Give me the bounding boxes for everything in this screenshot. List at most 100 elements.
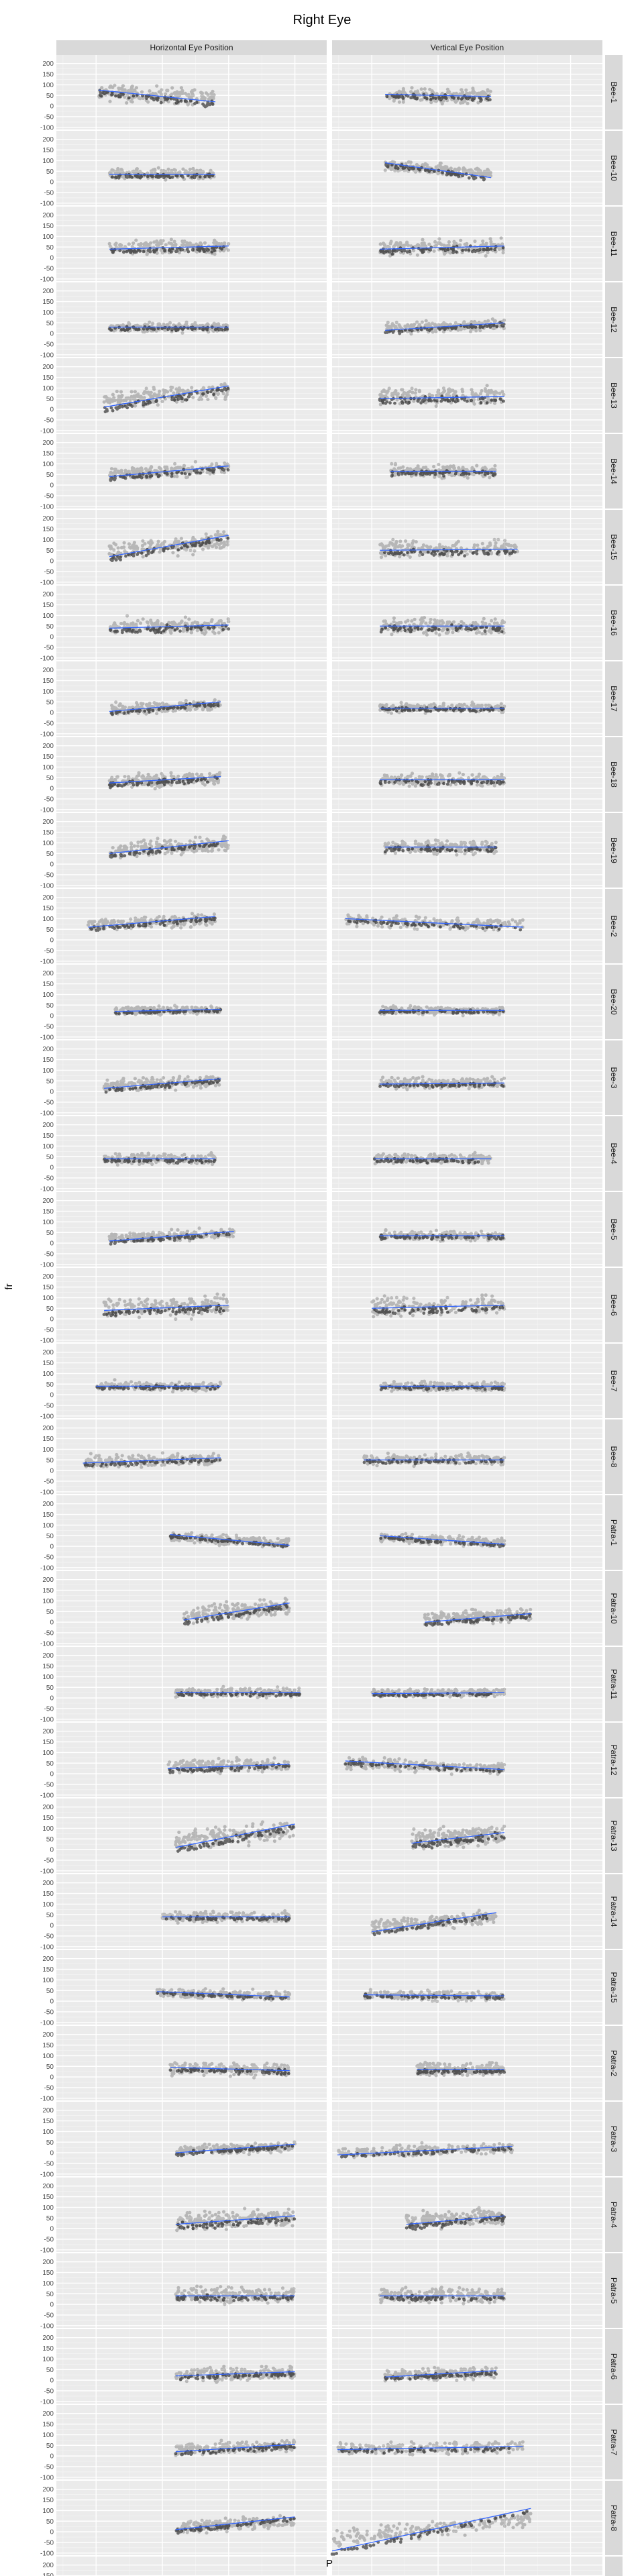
data-point — [121, 323, 125, 327]
data-point — [479, 99, 482, 103]
y-tick-label: 200 — [42, 60, 54, 68]
data-point — [216, 529, 220, 534]
data-point — [130, 100, 134, 104]
data-point — [206, 397, 210, 401]
y-tick-label: -100 — [40, 124, 54, 131]
data-point — [119, 398, 123, 402]
y-tick-label: -100 — [40, 731, 54, 738]
data-point — [183, 472, 187, 476]
data-point — [439, 98, 443, 102]
data-point — [223, 397, 227, 401]
data-point — [423, 471, 427, 475]
data-point — [201, 392, 205, 396]
data-point — [476, 93, 480, 97]
data-point — [486, 552, 490, 556]
data-point — [190, 386, 194, 390]
y-tick-label: 0 — [50, 103, 54, 111]
data-point — [464, 248, 468, 252]
data-point — [125, 614, 129, 618]
data-point — [485, 401, 489, 405]
data-point — [407, 160, 411, 164]
y-tick-label: -50 — [44, 417, 54, 424]
data-point — [155, 239, 159, 244]
data-point — [134, 86, 138, 90]
data-point — [134, 170, 138, 174]
column-strip — [56, 40, 327, 55]
data-point — [130, 85, 134, 89]
data-point — [428, 472, 432, 476]
data-point — [498, 397, 502, 401]
data-point — [455, 99, 459, 103]
data-point — [406, 551, 409, 555]
data-point — [457, 167, 462, 171]
data-point — [213, 252, 217, 256]
data-point — [155, 711, 159, 716]
data-point — [211, 95, 215, 99]
data-point — [180, 396, 184, 400]
data-point — [210, 97, 214, 101]
data-point — [115, 389, 119, 394]
data-point — [111, 392, 115, 396]
data-point — [108, 99, 112, 103]
data-point — [107, 551, 111, 556]
data-point — [212, 702, 216, 706]
data-point — [223, 386, 227, 390]
data-point — [189, 631, 193, 635]
data-point — [424, 621, 428, 625]
data-point — [389, 325, 393, 329]
data-point — [435, 619, 439, 623]
data-point — [215, 538, 219, 541]
data-point — [184, 169, 188, 173]
data-point — [205, 541, 208, 545]
data-point — [149, 629, 152, 633]
data-point — [112, 541, 116, 545]
y-tick-label: 50 — [46, 472, 54, 479]
column-strip-label: Horizontal Eye Position — [150, 43, 233, 52]
data-point — [429, 399, 433, 402]
data-point — [147, 710, 151, 714]
data-point — [486, 88, 490, 92]
data-point — [492, 401, 497, 405]
data-point — [501, 251, 505, 255]
data-point — [489, 239, 493, 244]
data-point — [206, 390, 210, 394]
data-point — [417, 390, 422, 394]
data-point — [482, 616, 486, 621]
data-point — [482, 178, 486, 182]
data-point — [466, 101, 470, 105]
y-tick-label: 0 — [50, 710, 54, 717]
data-point — [482, 93, 486, 97]
data-point — [103, 395, 107, 399]
data-point — [459, 238, 463, 242]
data-point — [492, 621, 496, 625]
data-point — [209, 97, 213, 101]
data-point — [392, 99, 396, 103]
data-point — [161, 239, 165, 243]
data-point — [187, 243, 191, 247]
data-point — [393, 95, 396, 99]
data-point — [474, 250, 477, 254]
row-strip-label: Bee-16 — [609, 610, 619, 636]
data-point — [429, 248, 433, 252]
data-point — [211, 97, 215, 101]
data-point — [208, 708, 212, 712]
data-point — [189, 95, 193, 99]
row-strip-label: Bee-10 — [609, 155, 619, 181]
data-point — [442, 390, 446, 394]
y-tick-label: -50 — [44, 644, 54, 651]
y-tick-label: 50 — [46, 320, 54, 327]
data-point — [499, 236, 503, 240]
data-point — [169, 631, 173, 635]
data-point — [180, 546, 184, 549]
data-point — [138, 250, 142, 253]
data-point — [460, 88, 464, 92]
data-point — [216, 702, 220, 706]
data-point — [186, 395, 191, 398]
data-point — [137, 96, 141, 100]
data-point — [114, 94, 117, 98]
facet-panel — [332, 434, 602, 508]
data-point — [104, 91, 108, 95]
data-point — [201, 94, 205, 98]
data-point — [189, 90, 194, 94]
data-point — [156, 475, 160, 478]
